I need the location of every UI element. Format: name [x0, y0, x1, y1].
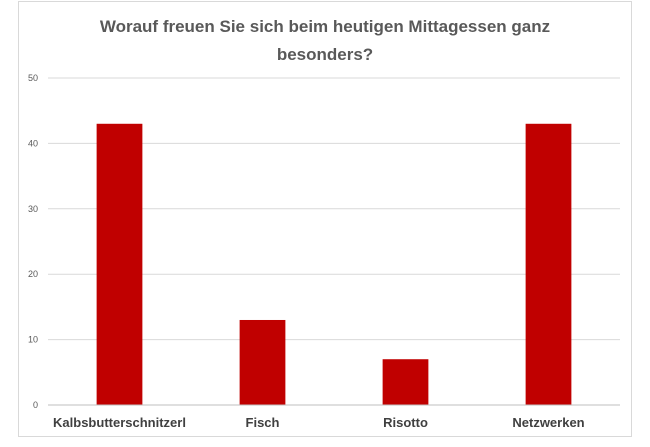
bar-kalbsbutterschnitzerl: [96, 123, 143, 405]
chart-title-line-1: Worauf freuen Sie sich beim heutigen Mit…: [100, 17, 550, 36]
gridlines: [48, 77, 620, 341]
y-tick-label: 30: [28, 204, 38, 214]
x-category-label: Kalbsbutterschnitzerl: [53, 415, 186, 430]
y-tick-label: 20: [28, 269, 38, 279]
y-tick-label: 0: [33, 400, 38, 410]
bar-fisch: [239, 319, 286, 405]
bar-risotto: [382, 359, 429, 405]
y-axis-ticks: 0 10 20 30 40 50: [28, 73, 38, 410]
chart-title-line-2: besonders?: [277, 45, 373, 64]
x-category-label: Netzwerken: [512, 415, 584, 430]
bar-netzwerken: [525, 123, 572, 405]
y-tick-label: 50: [28, 73, 38, 83]
x-axis-categories: Kalbsbutterschnitzerl Fisch Risotto Netzwer…: [53, 415, 585, 430]
bars: [96, 123, 572, 405]
x-category-label: Risotto: [383, 415, 428, 430]
y-tick-label: 40: [28, 138, 38, 148]
y-tick-label: 10: [28, 335, 38, 345]
x-category-label: Fisch: [246, 415, 280, 430]
